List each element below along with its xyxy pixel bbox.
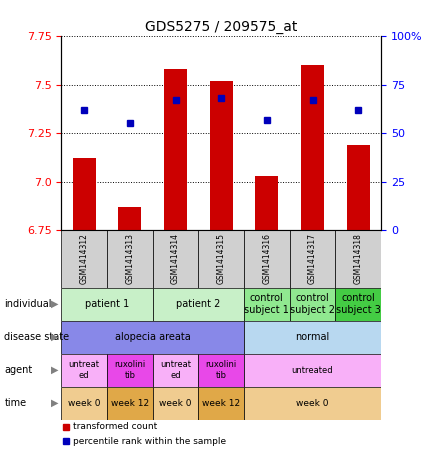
Text: GSM1414315: GSM1414315 xyxy=(217,233,226,284)
Text: ▶: ▶ xyxy=(51,332,59,342)
Text: transformed count: transformed count xyxy=(73,422,157,431)
Text: patient 1: patient 1 xyxy=(85,299,129,309)
Bar xyxy=(244,354,381,386)
Bar xyxy=(301,65,324,230)
Bar xyxy=(244,321,381,354)
Bar xyxy=(198,354,244,386)
Text: week 12: week 12 xyxy=(202,399,240,408)
Bar xyxy=(336,288,381,321)
Bar xyxy=(290,288,336,321)
Text: untreat
ed: untreat ed xyxy=(69,361,100,380)
Text: untreated: untreated xyxy=(292,366,333,375)
Text: week 12: week 12 xyxy=(111,399,149,408)
Bar xyxy=(153,386,198,419)
Text: time: time xyxy=(4,398,27,408)
Bar xyxy=(210,81,233,230)
Bar xyxy=(336,230,381,288)
Bar xyxy=(244,288,290,321)
Bar xyxy=(153,288,244,321)
Text: ▶: ▶ xyxy=(51,365,59,375)
Bar xyxy=(198,230,244,288)
Text: week 0: week 0 xyxy=(68,399,100,408)
Bar xyxy=(73,158,95,230)
Text: patient 2: patient 2 xyxy=(176,299,221,309)
Bar xyxy=(255,176,278,230)
Bar xyxy=(61,386,107,419)
Text: week 0: week 0 xyxy=(296,399,329,408)
Text: control
subject 1: control subject 1 xyxy=(244,294,290,315)
Text: GSM1414312: GSM1414312 xyxy=(80,233,88,284)
Bar xyxy=(107,386,153,419)
Text: normal: normal xyxy=(295,332,330,342)
Title: GDS5275 / 209575_at: GDS5275 / 209575_at xyxy=(145,20,297,34)
Text: ▶: ▶ xyxy=(51,299,59,309)
Text: control
subject 2: control subject 2 xyxy=(290,294,335,315)
Bar xyxy=(347,145,370,230)
Text: GSM1414314: GSM1414314 xyxy=(171,233,180,284)
Text: control
subject 3: control subject 3 xyxy=(336,294,381,315)
Bar xyxy=(244,230,290,288)
Bar xyxy=(164,69,187,230)
Bar xyxy=(290,230,336,288)
Text: ruxolini
tib: ruxolini tib xyxy=(114,361,145,380)
Text: untreat
ed: untreat ed xyxy=(160,361,191,380)
Text: ruxolini
tib: ruxolini tib xyxy=(205,361,237,380)
Text: GSM1414316: GSM1414316 xyxy=(262,233,272,284)
Bar xyxy=(118,207,141,230)
Text: week 0: week 0 xyxy=(159,399,192,408)
Text: alopecia areata: alopecia areata xyxy=(115,332,191,342)
Text: disease state: disease state xyxy=(4,332,70,342)
Text: GSM1414318: GSM1414318 xyxy=(354,233,363,284)
Bar xyxy=(198,386,244,419)
Bar xyxy=(244,386,381,419)
Text: percentile rank within the sample: percentile rank within the sample xyxy=(73,437,226,446)
Text: individual: individual xyxy=(4,299,52,309)
Bar xyxy=(61,230,107,288)
Bar xyxy=(153,230,198,288)
Text: GSM1414313: GSM1414313 xyxy=(125,233,134,284)
Text: GSM1414317: GSM1414317 xyxy=(308,233,317,284)
Text: agent: agent xyxy=(4,365,32,375)
Bar xyxy=(61,288,153,321)
Text: ▶: ▶ xyxy=(51,398,59,408)
Bar xyxy=(61,321,244,354)
Bar xyxy=(153,354,198,386)
Bar xyxy=(107,230,153,288)
Bar xyxy=(61,354,107,386)
Bar xyxy=(107,354,153,386)
